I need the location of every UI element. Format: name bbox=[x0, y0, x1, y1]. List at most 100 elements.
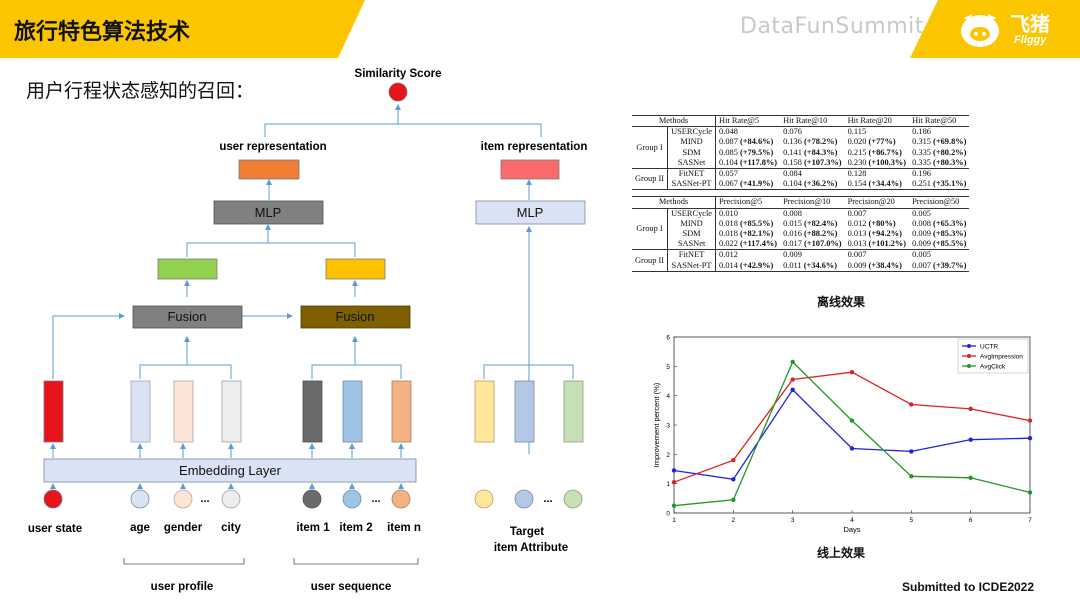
y-tick-label: 5 bbox=[666, 364, 670, 371]
group-label: Group II bbox=[632, 168, 669, 191]
value-cell: 0.007 bbox=[847, 250, 867, 260]
value-cell: 0.017 (+107.0%) bbox=[780, 239, 845, 251]
data-point bbox=[671, 468, 677, 473]
table-row: SASNet 0.104 (+117.8%) 0.158 (+107.3%) 0.23… bbox=[632, 157, 970, 170]
y-axis-label: Improvement percent (%) bbox=[652, 382, 661, 467]
value-cell: 0.022 (+117.4%) bbox=[715, 239, 781, 251]
legend-label: AvgImpression bbox=[980, 354, 1023, 361]
sequence-fusion-output-box bbox=[325, 258, 386, 280]
itemn-embedding bbox=[391, 380, 412, 443]
value-cell: 0.104 (+36.2%) bbox=[780, 179, 845, 191]
method-cell: USERCycle bbox=[667, 208, 717, 219]
method-cell: FitNET bbox=[667, 249, 717, 261]
series-line-uctr bbox=[673, 388, 1031, 480]
gender-node bbox=[173, 489, 193, 509]
target-attr2-node bbox=[514, 489, 534, 509]
data-point bbox=[790, 377, 795, 382]
value-cell: 0.154 (+34.4%) bbox=[844, 179, 910, 191]
item1-embedding bbox=[302, 380, 323, 443]
value-cell: 0.011 (+34.6%) bbox=[780, 260, 845, 272]
gender-label: gender bbox=[164, 522, 203, 534]
age-embedding bbox=[130, 380, 151, 443]
target-attr3-node bbox=[563, 489, 583, 509]
pig-logo-icon bbox=[961, 14, 999, 47]
profile-fusion-output-box bbox=[157, 258, 218, 280]
y-tick-label: 2 bbox=[666, 452, 670, 459]
gender-embedding bbox=[173, 380, 194, 443]
table-row: Group I USERCycle 0.010 0.008 0.007 0.005 bbox=[632, 208, 969, 251]
item-representation-label: item representation bbox=[481, 141, 588, 153]
city-label: city bbox=[221, 522, 241, 534]
item-mlp-box bbox=[475, 200, 586, 225]
value-cell: 0.251 (+35.1%) bbox=[909, 179, 970, 191]
logo-text-cn: 飞猪 bbox=[1010, 12, 1050, 36]
value-cell: 0.018 (+85.5%) bbox=[719, 218, 774, 228]
method-cell: FitNET bbox=[667, 168, 717, 180]
value-cell: 0.009 bbox=[783, 250, 802, 260]
value-cell: 0.005 bbox=[912, 250, 931, 260]
data-point bbox=[909, 402, 914, 407]
x-tick-label: 5 bbox=[910, 517, 914, 524]
item2-label: item 2 bbox=[339, 522, 372, 534]
value-cell: 0.057 bbox=[719, 169, 738, 179]
x-tick-label: 2 bbox=[732, 517, 736, 524]
profile-fusion-label: Fusion bbox=[167, 309, 206, 324]
precision-table: Methods Precision@5 Precision@10 Precision@… bbox=[632, 196, 970, 272]
value-cell: 0.008 (+65.3%) bbox=[912, 218, 967, 228]
value-cell: 0.048 bbox=[719, 127, 738, 137]
column-header: Hit Rate@10 bbox=[780, 114, 845, 128]
value-cell: 0.020 (+77%) bbox=[847, 137, 896, 147]
group-label: Group I bbox=[632, 126, 669, 170]
table-row: SASNet-PT 0.014 (+42.9%) 0.011 (+34.6%) 0.0… bbox=[632, 260, 970, 272]
data-point bbox=[731, 477, 736, 482]
table-header-row: Methods Precision@5 Precision@10 Precision@… bbox=[632, 196, 970, 209]
column-header: Methods bbox=[632, 114, 717, 128]
x-tick-label: 6 bbox=[969, 517, 973, 524]
column-header: Hit Rate@20 bbox=[844, 114, 910, 128]
value-cell: 0.007 bbox=[847, 208, 867, 218]
method-cell: MIND bbox=[667, 137, 717, 148]
value-cell: 0.076 bbox=[783, 127, 802, 137]
data-point bbox=[731, 458, 736, 463]
data-point bbox=[909, 449, 914, 454]
value-cell: 0.215 (+86.7%) bbox=[847, 147, 902, 157]
data-point bbox=[849, 418, 855, 423]
data-point bbox=[790, 359, 795, 365]
value-cell: 0.115 bbox=[847, 127, 867, 137]
value-cell: 0.015 (+82.4%) bbox=[783, 218, 838, 228]
target-ellipsis: ... bbox=[543, 493, 552, 505]
data-point bbox=[1027, 418, 1033, 423]
x-tick-label: 4 bbox=[850, 517, 854, 524]
y-tick-label: 4 bbox=[666, 393, 670, 400]
user-sequence-label: user sequence bbox=[311, 581, 392, 593]
series-line-avgimpression bbox=[673, 371, 1031, 483]
data-point bbox=[968, 437, 973, 442]
offline-caption: 离线效果 bbox=[817, 295, 866, 309]
table-row: Group II FitNET 0.057 0.084 0.128 0.196 bbox=[632, 168, 969, 191]
sequence-fusion-box bbox=[300, 305, 411, 329]
item2-node bbox=[342, 489, 362, 509]
slide-title: 旅行特色算法技术 bbox=[14, 20, 191, 45]
item-representation-box bbox=[500, 159, 560, 180]
value-cell: 0.007 (+39.7%) bbox=[909, 260, 970, 272]
slide-header: 旅行特色算法技术 DataFunSummit 飞猪 Fliggy bbox=[0, 0, 1080, 58]
value-cell: 0.315 (+69.8%) bbox=[912, 137, 967, 147]
architecture-diagram: Similarity Score user representation ite… bbox=[28, 68, 588, 593]
section-subtitle: 用户行程状态感知的召回： bbox=[26, 80, 255, 102]
table-row: MIND 0.018 (+85.5%) 0.015 (+82.4%) 0.012 (+… bbox=[632, 218, 969, 230]
value-cell: 0.335 (+80.3%) bbox=[909, 157, 970, 170]
method-cell: SASNet bbox=[667, 157, 717, 170]
table-row: SASNet 0.022 (+117.4%) 0.017 (+107.0%) 0.01… bbox=[632, 239, 970, 251]
user-representation-box bbox=[238, 159, 300, 180]
value-cell: 0.008 bbox=[783, 208, 802, 218]
value-cell: 0.158 (+107.3%) bbox=[780, 157, 845, 170]
value-cell: 0.012 (+80%) bbox=[847, 218, 896, 228]
data-point bbox=[968, 406, 973, 412]
column-header: Methods bbox=[632, 196, 717, 209]
target-attr2-embedding bbox=[514, 380, 535, 443]
embedding-layer-label: Embedding Layer bbox=[179, 463, 282, 478]
value-cell: 0.186 bbox=[912, 127, 931, 137]
user-state-label: user state bbox=[28, 523, 82, 535]
column-header: Precision@10 bbox=[780, 196, 845, 209]
column-header: Precision@50 bbox=[909, 196, 970, 209]
